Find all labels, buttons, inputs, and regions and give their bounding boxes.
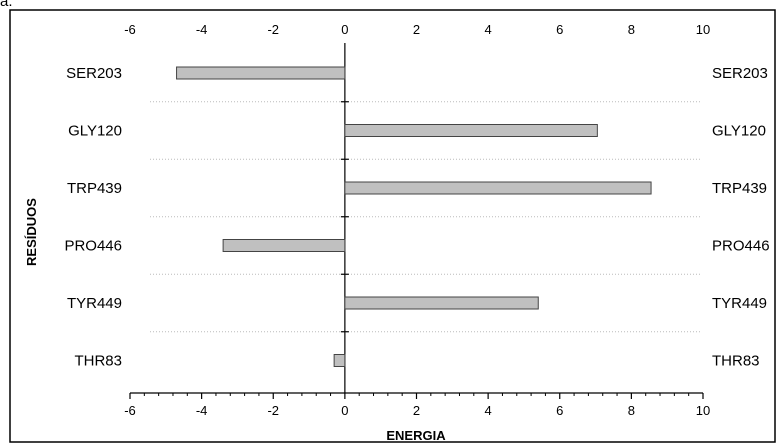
bar-tyr449 <box>344 296 539 310</box>
gridlines <box>150 101 700 333</box>
bottom-tick-label: -4 <box>196 403 208 418</box>
top-tick-label: -4 <box>196 22 208 37</box>
category-label-left: TRP439 <box>67 180 122 197</box>
category-label-left: THR83 <box>74 353 122 370</box>
category-label-right: TYR449 <box>712 295 767 312</box>
bar-thr83 <box>333 354 346 367</box>
top-tick-label: -6 <box>124 22 136 37</box>
bottom-tick-label: 6 <box>556 403 563 418</box>
bottom-tick-label: 8 <box>628 403 635 418</box>
category-label-right: GLY120 <box>712 123 766 140</box>
x-axis-title: ENERGIA <box>386 428 446 443</box>
category-label-left: TYR449 <box>67 295 122 312</box>
bottom-tick-label: -6 <box>124 403 136 418</box>
y-axis-title: RESÍDUOS <box>24 198 39 266</box>
x-ticks: -6 -6 -4 -4 -2 -2 0 0 2 2 4 4 6 6 8 8 10 10 <box>124 22 710 418</box>
bottom-tick-label: 4 <box>485 403 492 418</box>
category-labels: SER203 SER203 GLY120 GLY120 TRP439 TRP439 PRO4… <box>64 65 769 370</box>
bar-gly120 <box>344 124 598 137</box>
corner-label: a. <box>0 0 13 10</box>
category-label-right: THR83 <box>712 353 760 370</box>
top-tick-label: 4 <box>485 22 492 37</box>
top-tick-label: 10 <box>696 22 710 37</box>
bottom-tick-label: -2 <box>267 403 279 418</box>
category-label-left: PRO446 <box>64 238 122 255</box>
category-label-left: GLY120 <box>68 123 122 140</box>
bottom-tick-label: 0 <box>341 403 348 418</box>
bar-trp439 <box>344 181 652 195</box>
category-label-right: TRP439 <box>712 180 767 197</box>
top-tick-label: 0 <box>341 22 348 37</box>
category-label-right: PRO446 <box>712 238 770 255</box>
top-tick-label: -2 <box>267 22 279 37</box>
bottom-tick-label: 2 <box>413 403 420 418</box>
top-tick-label: 8 <box>628 22 635 37</box>
category-label-right: SER203 <box>712 65 768 82</box>
bars <box>176 66 652 367</box>
plot-frame <box>9 9 776 443</box>
category-label-left: SER203 <box>66 65 122 82</box>
top-tick-label: 6 <box>556 22 563 37</box>
bar-ser203 <box>176 66 346 80</box>
bottom-tick-label: 10 <box>696 403 710 418</box>
top-tick-label: 2 <box>413 22 420 37</box>
bar-pro446 <box>222 239 346 252</box>
